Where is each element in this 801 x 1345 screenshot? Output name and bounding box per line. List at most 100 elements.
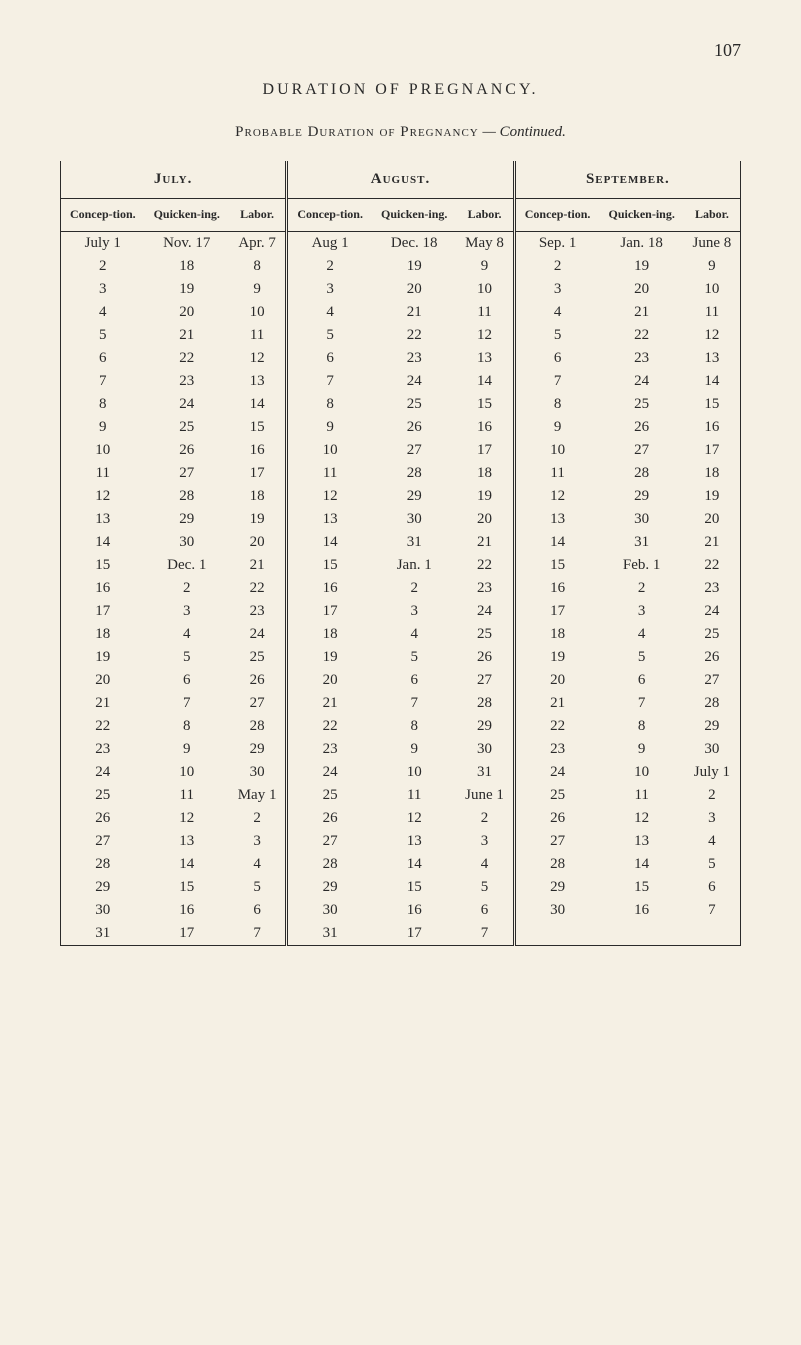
table-cell: 7 (600, 692, 684, 715)
table-cell: 5 (145, 646, 229, 669)
table-cell: 6 (61, 347, 145, 370)
table-cell: 2 (600, 577, 684, 600)
table-cell: 17 (229, 462, 287, 485)
table-cell: 10 (145, 761, 229, 784)
table-cell: 24 (229, 623, 287, 646)
table-cell: 26 (684, 646, 741, 669)
table-cell: 3 (600, 600, 684, 623)
table-cell: 13 (456, 347, 514, 370)
table-row: 281442814428145 (61, 853, 741, 876)
table-cell: 11 (372, 784, 456, 807)
table-row: 521115221252212 (61, 324, 741, 347)
table-cell: 29 (514, 876, 599, 899)
table-cell: 9 (684, 255, 741, 278)
table-cell: 19 (456, 485, 514, 508)
table-cell (600, 922, 684, 946)
table-cell: 3 (61, 278, 145, 301)
table-cell: 28 (61, 853, 145, 876)
table-cell: 19 (684, 485, 741, 508)
table-row: 102616102717102717 (61, 439, 741, 462)
table-cell: June 8 (684, 231, 741, 255)
table-cell: 30 (287, 899, 372, 922)
table-cell: 31 (372, 531, 456, 554)
table-cell: 13 (600, 830, 684, 853)
table-cell: 16 (145, 899, 229, 922)
table-cell: 30 (514, 899, 599, 922)
table-cell: 22 (456, 554, 514, 577)
table-cell: 8 (514, 393, 599, 416)
table-cell: 23 (145, 370, 229, 393)
table-cell: 27 (229, 692, 287, 715)
table-cell: 21 (61, 692, 145, 715)
table-cell: 7 (456, 922, 514, 946)
table-cell: 29 (600, 485, 684, 508)
col-header-quickening: Quicken-ing. (145, 199, 229, 232)
table-cell: 26 (456, 646, 514, 669)
table-row: 162221622316223 (61, 577, 741, 600)
table-cell: 20 (456, 508, 514, 531)
table-cell: 17 (61, 600, 145, 623)
table-cell: 28 (514, 853, 599, 876)
table-cell: 17 (456, 439, 514, 462)
table-cell: Dec. 18 (372, 231, 456, 255)
table-cell: 21 (456, 531, 514, 554)
table-cell: Aug 1 (287, 231, 372, 255)
table-cell: 9 (145, 738, 229, 761)
table-row: 122818122919122919 (61, 485, 741, 508)
table-cell: 23 (514, 738, 599, 761)
table-cell: 8 (372, 715, 456, 738)
table-cell: 16 (61, 577, 145, 600)
table-cell: 5 (372, 646, 456, 669)
table-cell: 15 (514, 554, 599, 577)
table-cell: 8 (145, 715, 229, 738)
table-cell: 30 (372, 508, 456, 531)
table-cell: 10 (287, 439, 372, 462)
table-cell: 21 (287, 692, 372, 715)
table-cell: 14 (287, 531, 372, 554)
table-cell: 7 (514, 370, 599, 393)
table-row: 261222612226123 (61, 807, 741, 830)
table-cell: 12 (287, 485, 372, 508)
col-header-labor: Labor. (684, 199, 741, 232)
table-cell: 6 (514, 347, 599, 370)
table-cell: 15 (229, 416, 287, 439)
col-header-labor: Labor. (229, 199, 287, 232)
table-cell: June 1 (456, 784, 514, 807)
table-body: July 1Nov. 17Apr. 7Aug 1Dec. 18May 8Sep.… (61, 231, 741, 945)
table-cell: 11 (456, 301, 514, 324)
table-cell: 26 (229, 669, 287, 692)
table-cell: 2 (229, 807, 287, 830)
table-cell: 7 (61, 370, 145, 393)
table-cell: 16 (229, 439, 287, 462)
table-cell: 5 (600, 646, 684, 669)
table-row: 723137241472414 (61, 370, 741, 393)
table-cell: 19 (229, 508, 287, 531)
table-cell: 12 (61, 485, 145, 508)
table-cell: 9 (61, 416, 145, 439)
table-cell: 12 (372, 807, 456, 830)
table-cell: 10 (684, 278, 741, 301)
table-cell: 4 (684, 830, 741, 853)
table-cell: 27 (514, 830, 599, 853)
table-cell: 2 (145, 577, 229, 600)
table-cell: 11 (600, 784, 684, 807)
table-cell: 6 (684, 876, 741, 899)
table-cell: 28 (600, 462, 684, 485)
table-cell: 25 (684, 623, 741, 646)
table-cell: 31 (287, 922, 372, 946)
table-cell: 29 (372, 485, 456, 508)
table-row: 3117731177 (61, 922, 741, 946)
table-cell: 26 (600, 416, 684, 439)
table-cell: 29 (145, 508, 229, 531)
table-cell: 2 (61, 255, 145, 278)
table-cell: 18 (287, 623, 372, 646)
table-cell: 6 (456, 899, 514, 922)
table-cell: 15 (600, 876, 684, 899)
table-cell (514, 922, 599, 946)
table-cell: 14 (229, 393, 287, 416)
page-title: DURATION OF PREGNANCY. (60, 81, 741, 99)
table-cell: 15 (372, 876, 456, 899)
table-cell: 26 (372, 416, 456, 439)
table-row: 420104211142111 (61, 301, 741, 324)
table-cell: 18 (514, 623, 599, 646)
